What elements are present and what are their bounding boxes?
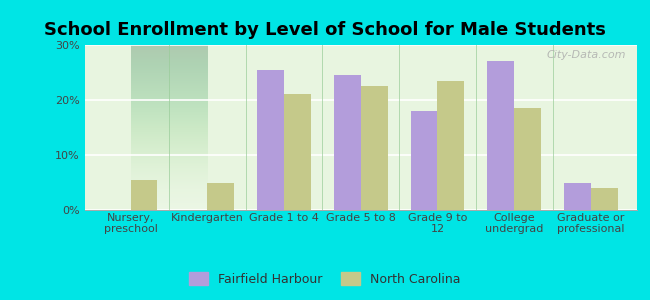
Bar: [591, 188, 618, 210]
Bar: [437, 81, 464, 210]
Bar: [284, 94, 311, 210]
Bar: [257, 70, 284, 210]
Text: School Enrollment by Level of School for Male Students: School Enrollment by Level of School for…: [44, 21, 606, 39]
Bar: [207, 182, 234, 210]
Bar: [411, 111, 437, 210]
Bar: [514, 108, 541, 210]
Bar: [564, 182, 591, 210]
Text: City-Data.com: City-Data.com: [547, 50, 626, 60]
Bar: [488, 61, 514, 210]
Bar: [361, 86, 387, 210]
Bar: [131, 180, 157, 210]
Bar: [334, 75, 361, 210]
Legend: Fairfield Harbour, North Carolina: Fairfield Harbour, North Carolina: [185, 267, 465, 291]
